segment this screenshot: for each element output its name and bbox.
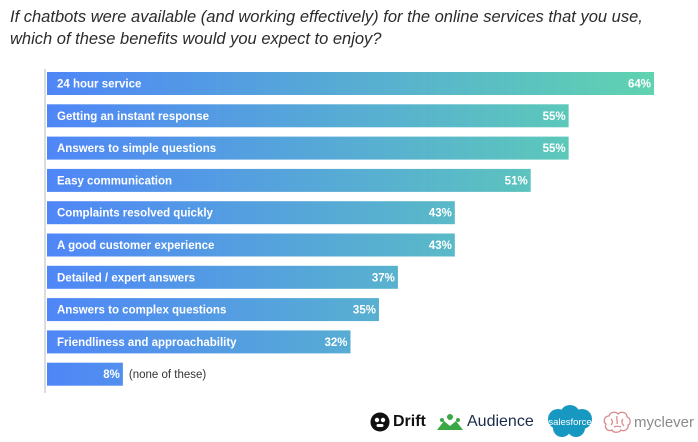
bar-value-label: 43% [429, 240, 452, 252]
bar-category-label: A good customer experience [57, 240, 214, 252]
bar-value-label: 51% [505, 175, 528, 187]
audience-logo-text: Audience [467, 413, 534, 430]
bar-category-label: Answers to complex questions [57, 305, 226, 317]
bar-category-label: Easy communication [57, 175, 172, 187]
bar [47, 298, 379, 322]
bar-value-label: 55% [543, 111, 566, 123]
bar-chart: 64% 24 hour service 55% Getting an instant … [44, 69, 654, 393]
bar-value-label: 55% [543, 143, 566, 155]
bar-category-label: Friendliness and approachability [57, 337, 237, 349]
bar-category-label: Complaints resolved quickly [57, 208, 214, 220]
bar [47, 72, 654, 95]
bar-value-label: 43% [429, 208, 452, 220]
bar-category-label: Answers to simple questions [57, 143, 216, 155]
drift-logo: Drift [370, 402, 426, 442]
bar-value-label: 8% [103, 369, 120, 381]
drift-icon [370, 412, 390, 432]
bar-category-label: (none of these) [129, 369, 207, 381]
chart-title: If chatbots were available (and working … [10, 8, 643, 48]
audience-logo: Audience [436, 402, 534, 442]
bar [47, 104, 569, 128]
bar [47, 265, 398, 289]
bar-category-label: 24 hour service [57, 79, 141, 91]
salesforce-logo: salesforce [543, 402, 597, 442]
bar-value-label: 37% [372, 272, 395, 284]
salesforce-logo-text: salesforce [548, 417, 591, 428]
bar [47, 136, 569, 160]
bar-value-label: 32% [324, 337, 347, 349]
bar [47, 233, 455, 257]
myclever-logo: myclever [602, 402, 694, 442]
bar-category-label: Detailed / expert answers [57, 272, 195, 284]
bars-group: 64% 24 hour service 55% Getting an instant … [47, 72, 654, 386]
bar-value-label: 35% [353, 305, 376, 317]
bar-category-label: Getting an instant response [57, 111, 209, 123]
bar [47, 362, 123, 386]
myclever-logo-text: myclever [634, 413, 695, 431]
salesforce-cloud-icon: salesforce [548, 405, 592, 437]
bar [47, 168, 531, 192]
bar [47, 201, 455, 225]
sponsor-logos: Drift Audience salesforce [370, 402, 695, 442]
drift-logo-text: Drift [393, 413, 426, 430]
audience-icon [437, 414, 463, 430]
brain-icon [603, 411, 631, 433]
bar-value-label: 64% [628, 79, 651, 91]
bar [47, 330, 351, 354]
